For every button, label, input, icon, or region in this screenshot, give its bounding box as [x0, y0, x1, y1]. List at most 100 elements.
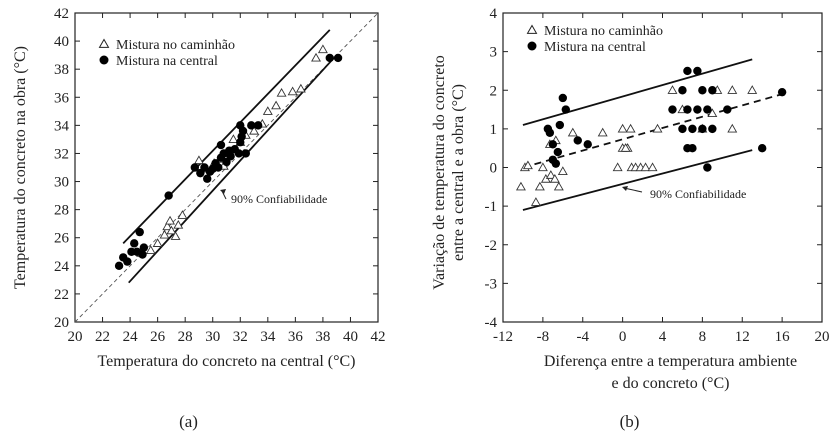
circle-point	[688, 143, 697, 153]
y-tick-label: 2	[490, 83, 498, 99]
circle-point	[234, 149, 244, 158]
y-tick-label: -1	[485, 199, 498, 215]
triangle-point	[287, 86, 298, 96]
triangle-point	[249, 125, 260, 135]
triangle-point	[707, 108, 718, 118]
triangle-point	[597, 127, 608, 137]
triangle-point	[193, 155, 204, 165]
circle-point	[688, 124, 697, 134]
y-tick-label: 20	[54, 315, 69, 331]
triangle-point	[317, 44, 328, 54]
circle-point	[325, 53, 334, 63]
confidence-bound-line	[128, 57, 335, 284]
confidence-bound-line	[522, 149, 753, 211]
legend-marker-triangle	[526, 24, 538, 34]
triangle-point	[170, 231, 181, 240]
triangle-point	[295, 83, 306, 93]
circle-point	[698, 124, 707, 134]
y-tick-label: 22	[54, 287, 69, 303]
triangle-point	[625, 123, 636, 133]
y-axis-label-line2: entre a central e a obra (°C)	[450, 84, 467, 261]
panel-label: (b)	[620, 412, 640, 431]
y-tick-label: -3	[485, 276, 498, 292]
circle-point	[703, 163, 712, 172]
triangle-point	[727, 85, 738, 94]
circle-point	[247, 121, 256, 130]
legend-marker-triangle	[98, 38, 110, 48]
annotation-arrow-head	[622, 186, 628, 191]
triangle-point	[262, 106, 273, 115]
circle-point	[573, 136, 582, 145]
triangle-point	[162, 221, 173, 231]
triangle-point	[549, 173, 560, 183]
legend-marker-circle	[527, 41, 537, 51]
triangle-point	[522, 160, 533, 170]
x-tick-label: -8	[537, 329, 550, 345]
triangle-point	[647, 162, 658, 172]
triangle-point	[617, 123, 628, 133]
y-tick-label: 1	[490, 122, 498, 138]
circle-point	[678, 86, 687, 95]
confidence-bound-line	[122, 29, 331, 244]
circle-point	[668, 105, 677, 114]
legend-label: Mistura na central	[116, 54, 218, 69]
triangle-point	[667, 85, 678, 94]
x-tick-label: -12	[493, 329, 513, 345]
x-tick-label: 26	[150, 329, 166, 345]
triangle-point	[537, 162, 548, 172]
triangle-point	[515, 181, 526, 191]
y-tick-label: 34	[54, 118, 70, 134]
x-tick-label: 16	[775, 329, 791, 345]
x-tick-label: 24	[123, 329, 139, 345]
x-tick-label: 12	[735, 329, 750, 345]
circle-point	[553, 147, 563, 157]
circle-point	[698, 86, 707, 95]
triangle-point	[640, 162, 651, 172]
y-tick-label: -4	[485, 315, 498, 331]
x-tick-label: 20	[68, 329, 83, 345]
y-tick-label: 26	[54, 231, 70, 247]
circle-point	[138, 250, 147, 259]
circle-point	[214, 163, 223, 172]
triangle-point	[727, 123, 738, 133]
triangle-point	[166, 225, 177, 235]
triangle-point	[271, 100, 282, 110]
annotation-arrow-line	[623, 187, 643, 193]
annotation-label: 90% Confiabilidade	[231, 192, 327, 206]
circle-point	[757, 143, 767, 153]
circle-point	[708, 86, 717, 95]
x-tick-label: 22	[95, 329, 110, 345]
x-tick-label: 8	[699, 329, 707, 345]
x-tick-label: 28	[178, 329, 193, 345]
x-axis-label-line1: Diferença entre a temperatura ambiente	[544, 353, 797, 370]
circle-point	[216, 140, 226, 150]
x-tick-label: 34	[260, 329, 276, 345]
triangle-point	[145, 245, 156, 254]
triangle-point	[545, 170, 556, 179]
x-axis-label-line2: e do concreto (°C)	[612, 375, 730, 392]
circle-point	[253, 121, 263, 130]
circle-point	[241, 149, 250, 158]
circle-point	[190, 163, 200, 172]
y-tick-label: -2	[485, 238, 498, 254]
legend-label: Mistura no caminhão	[544, 24, 663, 39]
y-tick-label: 42	[54, 6, 69, 22]
y-tick-label: 36	[54, 90, 70, 106]
dashed-reference-line	[522, 93, 783, 169]
circle-point	[683, 66, 692, 76]
triangle-point	[311, 52, 321, 62]
circle-point	[683, 105, 692, 114]
circle-point	[226, 152, 235, 161]
x-tick-label: 36	[288, 329, 304, 345]
y-tick-label: 0	[490, 161, 498, 177]
x-tick-label: 32	[233, 329, 248, 345]
triangle-point	[534, 181, 545, 191]
panel-label: (a)	[179, 412, 198, 431]
plot-frame	[74, 12, 379, 323]
circle-point	[703, 105, 712, 114]
x-tick-label: 20	[815, 329, 830, 345]
y-tick-label: 3	[490, 45, 498, 61]
